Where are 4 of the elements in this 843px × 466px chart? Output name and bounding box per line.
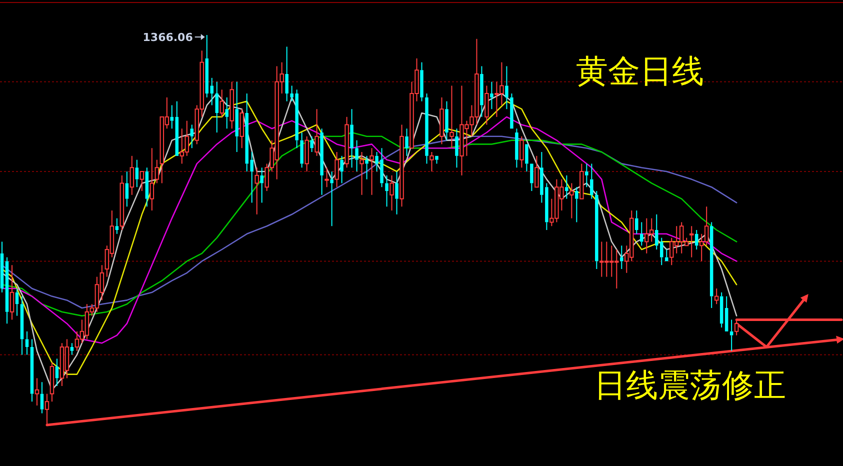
annotation: 1366.06	[142, 31, 194, 44]
annotation: 1366.06	[142, 31, 205, 44]
title: 黄金日线	[576, 52, 704, 90]
note: 日线震荡修正	[594, 366, 786, 404]
